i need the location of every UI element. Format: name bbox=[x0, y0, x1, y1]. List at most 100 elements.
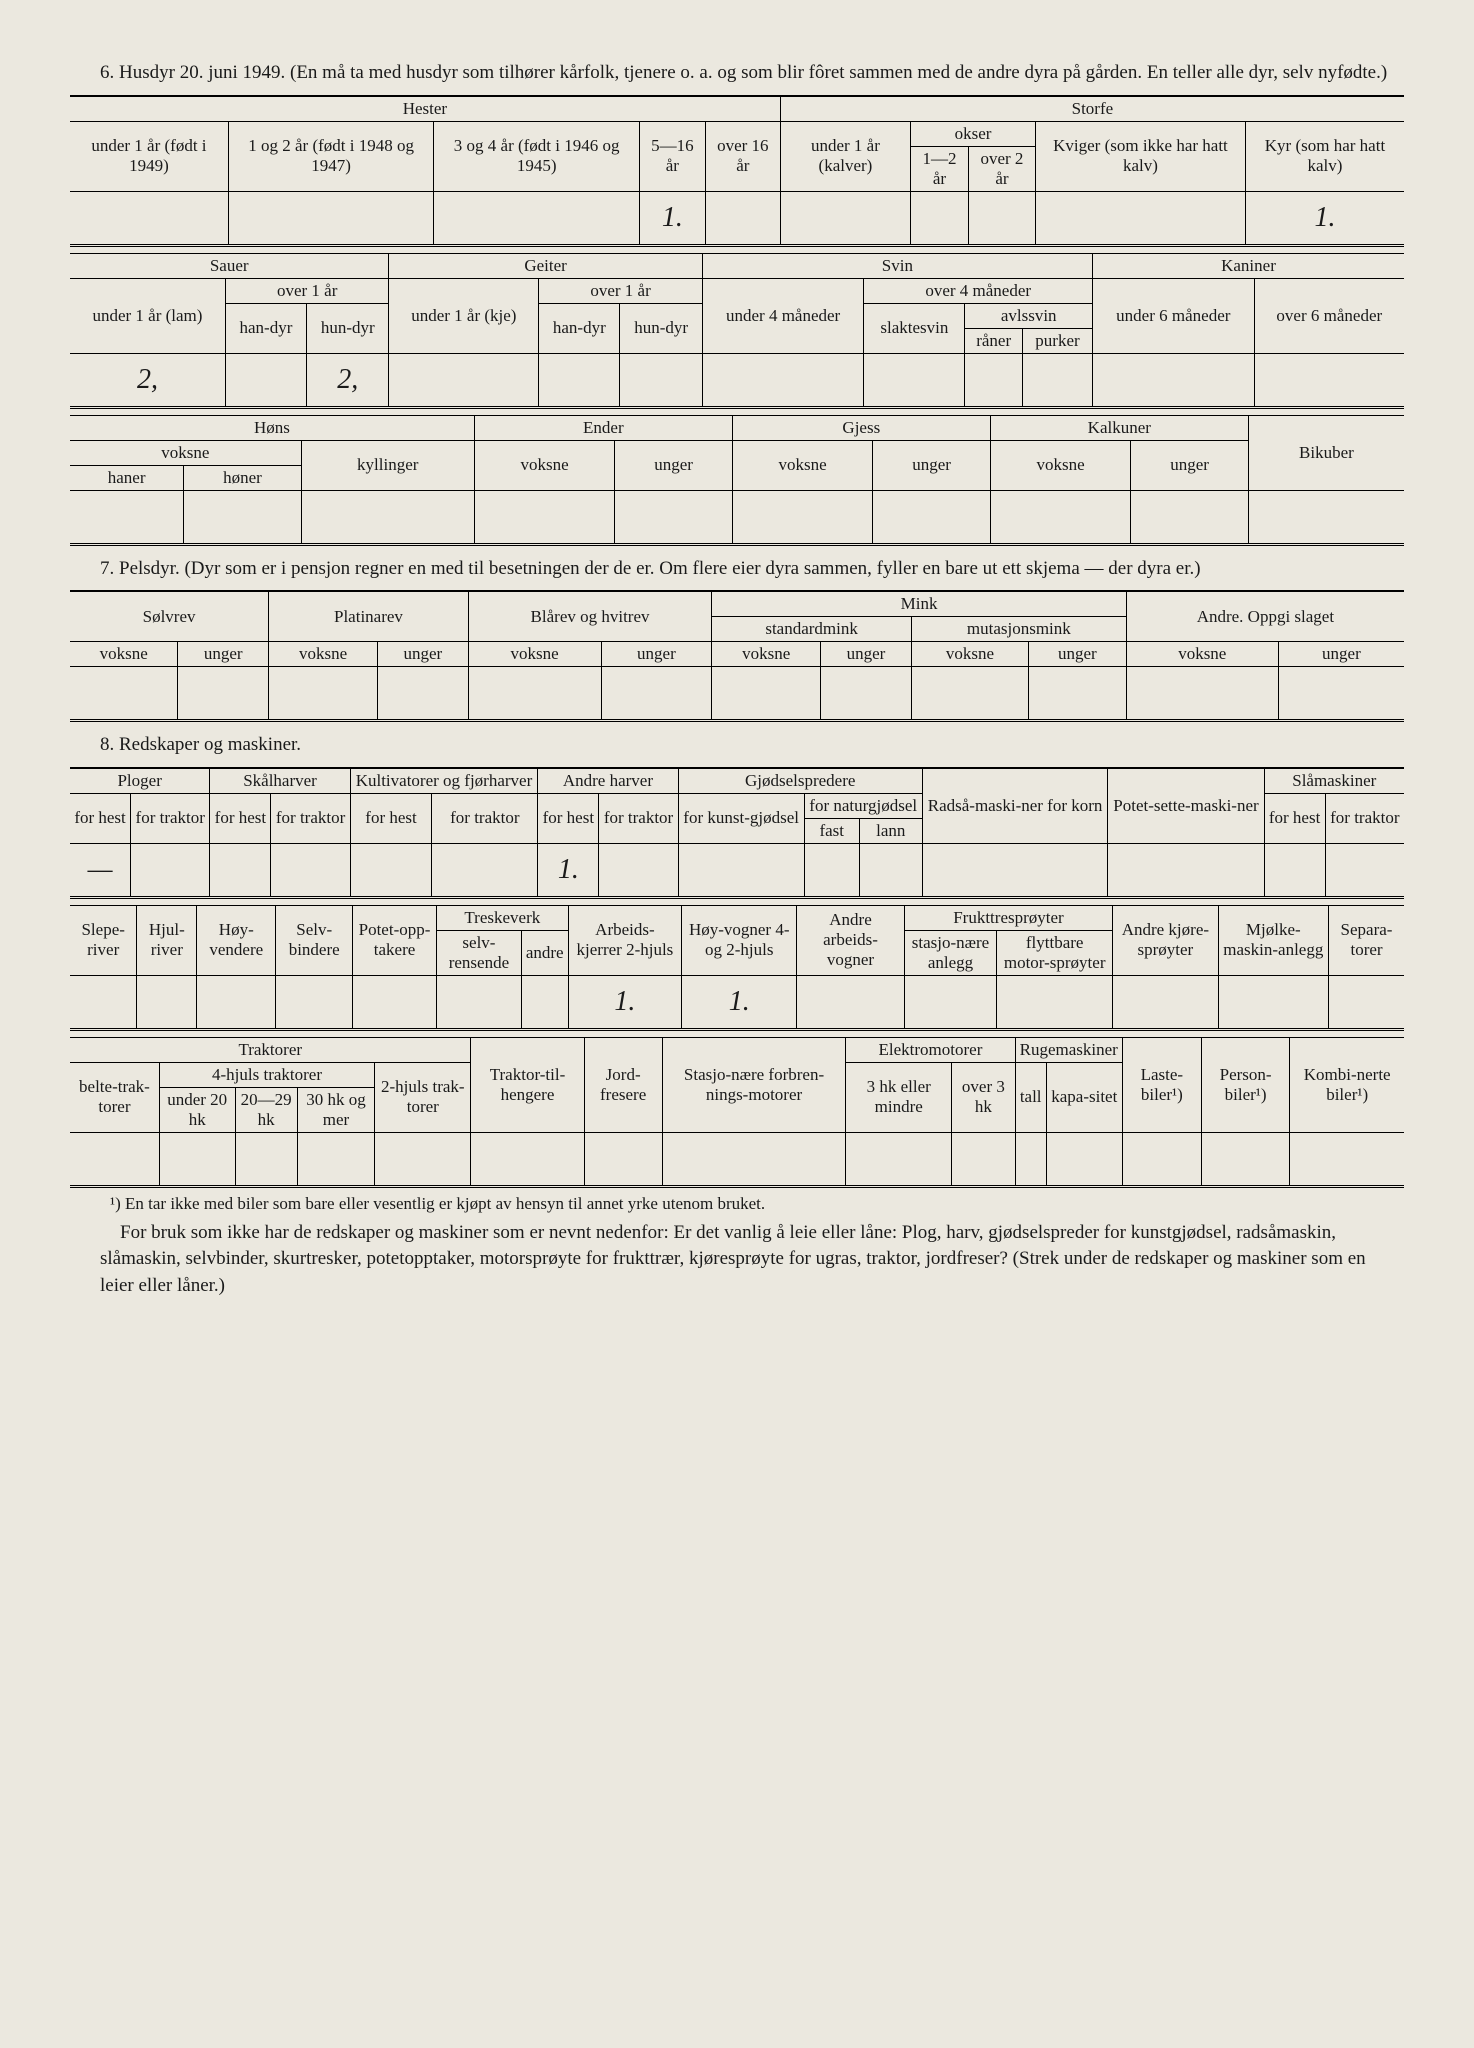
col: han-dyr bbox=[539, 303, 620, 353]
col: 2-hjuls trak-torer bbox=[375, 1062, 471, 1132]
section-7-text: 7. Pelsdyr. (Dyr som er i pensjon regner… bbox=[100, 556, 1404, 583]
hdr: Treskeverk bbox=[437, 905, 569, 930]
col: råner bbox=[965, 328, 1023, 353]
col: for traktor bbox=[271, 793, 350, 843]
data-row-redskaper-2: 1.1. bbox=[70, 975, 1404, 1029]
col: under 4 måneder bbox=[702, 278, 864, 353]
col: 4-hjuls traktorer bbox=[159, 1062, 374, 1087]
hdr: Gjødselspredere bbox=[678, 768, 922, 794]
hdr: Platinarev bbox=[269, 591, 469, 642]
hdr: Traktorer bbox=[70, 1037, 471, 1062]
hdr: Skålharver bbox=[210, 768, 350, 794]
hdr: Svin bbox=[702, 253, 1092, 278]
table-hester-storfe: Hester Storfe under 1 år (født i 1949) 1… bbox=[70, 95, 1404, 247]
table-sauer-geiter-svin-kaniner: Sauer Geiter Svin Kaniner under 1 år (la… bbox=[70, 253, 1404, 409]
col: voksne bbox=[474, 440, 615, 490]
col: over 16 år bbox=[705, 121, 780, 191]
col: 1—2 år bbox=[911, 146, 969, 191]
col: for hest bbox=[210, 793, 271, 843]
hdr: Gjess bbox=[732, 415, 990, 440]
col: flyttbare motor-sprøyter bbox=[997, 930, 1113, 975]
col: voksne bbox=[269, 642, 378, 667]
hdr: Sauer bbox=[70, 253, 389, 278]
col: voksne bbox=[70, 642, 178, 667]
hdr: Andre. Oppgi slaget bbox=[1126, 591, 1404, 642]
col: han-dyr bbox=[225, 303, 306, 353]
col: over 1 år bbox=[539, 278, 703, 303]
hdr: Sølvrev bbox=[70, 591, 269, 642]
col: Høy-vogner 4- og 2-hjuls bbox=[682, 905, 797, 975]
col: avlssvin bbox=[965, 303, 1093, 328]
col: for traktor bbox=[131, 793, 210, 843]
data-row-sauer: 2,2, bbox=[70, 353, 1404, 407]
hdr: Geiter bbox=[389, 253, 702, 278]
col: andre bbox=[521, 930, 568, 975]
col: over 6 måneder bbox=[1254, 278, 1404, 353]
col: voksne bbox=[70, 440, 301, 465]
col: hun-dyr bbox=[620, 303, 702, 353]
col: voksne bbox=[990, 440, 1131, 490]
col: selv-rensende bbox=[437, 930, 522, 975]
col: okser bbox=[911, 121, 1036, 146]
col: belte-trak-torer bbox=[70, 1062, 159, 1132]
col: unger bbox=[873, 440, 990, 490]
col: for hest bbox=[70, 793, 131, 843]
col: standardmink bbox=[712, 617, 912, 642]
col: Selv-bindere bbox=[276, 905, 353, 975]
table-hons-ender-gjess: Høns Ender Gjess Kalkuner Bikuber voksne… bbox=[70, 415, 1404, 546]
hdr: Kultivatorer og fjørharver bbox=[350, 768, 538, 794]
col: Slepe-river bbox=[70, 905, 137, 975]
hdr: Frukttresprøyter bbox=[904, 905, 1112, 930]
hdr: Slåmaskiner bbox=[1264, 768, 1404, 794]
col: under 1 år (kalver) bbox=[780, 121, 910, 191]
hdr: Rugemaskiner bbox=[1015, 1037, 1122, 1062]
col: Bikuber bbox=[1248, 415, 1404, 490]
col: 1 og 2 år (født i 1948 og 1947) bbox=[228, 121, 434, 191]
col: over 2 år bbox=[968, 146, 1035, 191]
hdr: Ploger bbox=[70, 768, 210, 794]
hdr-storfe: Storfe bbox=[780, 96, 1404, 122]
col: unger bbox=[178, 642, 269, 667]
col: unger bbox=[1278, 642, 1404, 667]
col: Andre arbeids-vogner bbox=[797, 905, 905, 975]
col: for hest bbox=[538, 793, 599, 843]
col: unger bbox=[601, 642, 712, 667]
table-redskaper-2: Slepe-river Hjul-river Høy-vendere Selv-… bbox=[70, 905, 1404, 1031]
col: purker bbox=[1022, 328, 1092, 353]
col: voksne bbox=[732, 440, 873, 490]
col: Potet-opp-takere bbox=[353, 905, 437, 975]
table-redskaper-1: Ploger Skålharver Kultivatorer og fjørha… bbox=[70, 767, 1404, 899]
col: Kviger (som ikke har hatt kalv) bbox=[1035, 121, 1245, 191]
col: unger bbox=[377, 642, 468, 667]
section-8-text: 8. Redskaper og maskiner. bbox=[100, 732, 1404, 759]
col: høner bbox=[184, 465, 301, 490]
col: Person-biler¹) bbox=[1201, 1037, 1289, 1132]
col: Arbeids-kjerrer 2-hjuls bbox=[568, 905, 682, 975]
col: kyllinger bbox=[301, 440, 474, 490]
hdr: Elektromotorer bbox=[846, 1037, 1015, 1062]
col: 3 og 4 år (født i 1946 og 1945) bbox=[434, 121, 640, 191]
col: 20—29 hk bbox=[235, 1087, 297, 1132]
col: kapa-sitet bbox=[1046, 1062, 1122, 1132]
col: tall bbox=[1015, 1062, 1046, 1132]
col: Kombi-nerte biler¹) bbox=[1290, 1037, 1404, 1132]
col: Høy-vendere bbox=[197, 905, 276, 975]
col: over 1 år bbox=[225, 278, 389, 303]
col: over 4 måneder bbox=[864, 278, 1093, 303]
table-pelsdyr: Sølvrev Platinarev Blårev og hvitrev Min… bbox=[70, 590, 1404, 722]
col: Potet-sette-maski-ner bbox=[1108, 768, 1264, 844]
hdr: Ender bbox=[474, 415, 732, 440]
col: Stasjo-nære forbren-nings-motorer bbox=[662, 1037, 846, 1132]
col: Traktor-til-hengere bbox=[471, 1037, 584, 1132]
col: unger bbox=[821, 642, 912, 667]
col: haner bbox=[70, 465, 184, 490]
col: for hest bbox=[1264, 793, 1325, 843]
data-row-hester: 1. 1. bbox=[70, 191, 1404, 245]
col: Kyr (som har hatt kalv) bbox=[1245, 121, 1404, 191]
col: Andre kjøre-sprøyter bbox=[1113, 905, 1218, 975]
hdr: Høns bbox=[70, 415, 474, 440]
col: Separa-torer bbox=[1329, 905, 1404, 975]
col: fast bbox=[804, 818, 859, 843]
col: under 20 hk bbox=[159, 1087, 235, 1132]
col: under 1 år (kje) bbox=[389, 278, 539, 353]
